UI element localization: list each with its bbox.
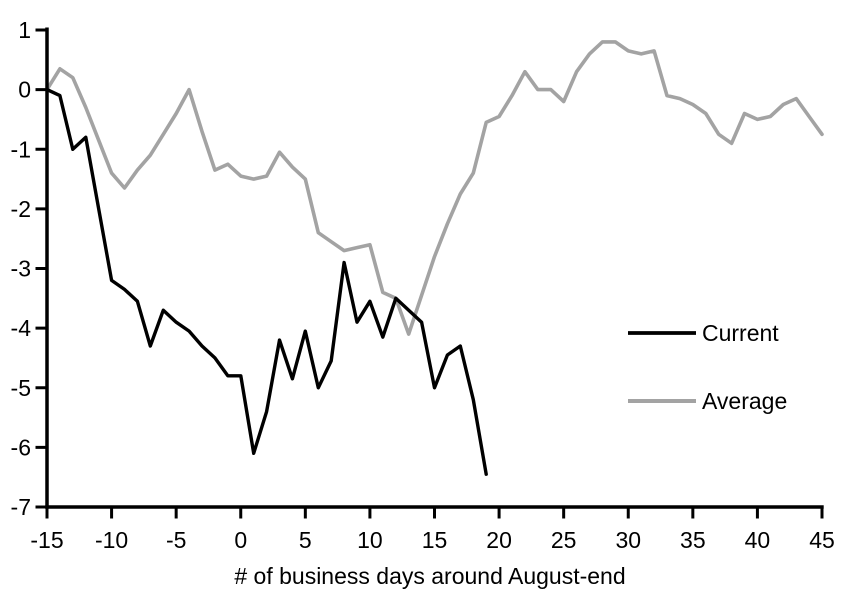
y-tick-label: 0 bbox=[18, 77, 31, 103]
y-tick-label: -1 bbox=[11, 136, 31, 162]
series-line-average bbox=[45, 40, 824, 336]
x-tick-label: -5 bbox=[166, 527, 186, 553]
plot-area: 10-1-2-3-4-5-6-7 -15 -10 -5 0 5 10 15 20 25 30 35 4… bbox=[11, 17, 835, 553]
x-tick-label: 30 bbox=[615, 527, 641, 553]
x-tick-label: 20 bbox=[486, 527, 512, 553]
y-tick-label: -4 bbox=[11, 315, 32, 341]
legend: Current Average bbox=[628, 320, 787, 414]
x-tick-label: 15 bbox=[422, 527, 448, 553]
legend-label-average: Average bbox=[702, 388, 787, 414]
series-lines bbox=[45, 40, 824, 476]
y-tick-label: -7 bbox=[11, 494, 31, 520]
x-tick-label: 40 bbox=[745, 527, 771, 553]
x-tick-label: -15 bbox=[30, 527, 63, 553]
x-tick-label: 35 bbox=[680, 527, 706, 553]
y-axis: 1 0 -1 -2 -3 -4 -5 -6 -7 bbox=[11, 17, 49, 520]
x-axis-title: # of business days around August-end bbox=[234, 563, 625, 589]
x-tick-label: 45 bbox=[809, 527, 835, 553]
x-tick-label: 10 bbox=[357, 527, 383, 553]
y-tick-label: -3 bbox=[11, 256, 31, 282]
series-line-current bbox=[45, 87, 488, 476]
y-tick-label: 1 bbox=[18, 17, 31, 43]
y-tick-label: -2 bbox=[11, 196, 31, 222]
x-tick-label: 25 bbox=[551, 527, 577, 553]
x-tick-label: -10 bbox=[95, 527, 128, 553]
x-tick-label: 5 bbox=[299, 527, 312, 553]
legend-label-current: Current bbox=[702, 320, 779, 346]
x-tick-label: 0 bbox=[234, 527, 247, 553]
x-axis: -15 -10 -5 0 5 10 15 20 25 30 35 40 45 bbox=[30, 505, 835, 553]
y-tick-label: -5 bbox=[11, 375, 31, 401]
y-tick-label: -6 bbox=[11, 434, 31, 460]
